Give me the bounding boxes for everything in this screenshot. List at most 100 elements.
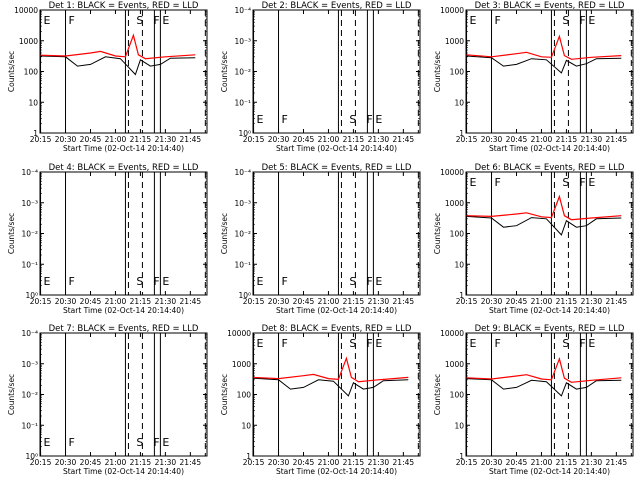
y-tick-label: 1	[246, 452, 251, 461]
y-tick-label: 10	[454, 260, 464, 269]
x-tick-label: 20:30	[481, 135, 503, 144]
panel-title: Det 1: BLACK = Events, RED = LLD	[49, 1, 199, 11]
y-axis-label: Counts/sec	[7, 51, 16, 92]
x-tick-label: 21:45	[180, 135, 202, 144]
marker-e: E	[588, 14, 595, 27]
y-axis-label: Counts/sec	[220, 213, 229, 254]
y-tick-label: 10⁻⁴	[21, 168, 38, 177]
x-tick-label: 20:30	[481, 297, 503, 306]
marker-e: E	[44, 275, 51, 288]
events-series-line	[466, 378, 622, 397]
x-tick-label: 21:00	[318, 135, 340, 144]
x-tick-label: 20:15	[30, 135, 52, 144]
marker-e: E	[44, 436, 51, 449]
marker-f: F	[69, 275, 75, 288]
x-tick-label: 21:45	[393, 458, 415, 467]
panel-title: Det 6: BLACK = Events, RED = LLD	[475, 163, 625, 173]
y-tick-label: 1	[459, 452, 464, 461]
marker-e: E	[470, 176, 477, 189]
y-tick-label: 10⁻²	[234, 230, 251, 239]
panel-3: Det 3: BLACK = Events, RED = LLD 1 10 100 10…	[433, 1, 634, 153]
x-tick-label: 20:45	[293, 458, 315, 467]
y-axis-label: Counts/sec	[7, 213, 16, 254]
y-tick-label: 10⁻⁴	[21, 329, 38, 338]
marker-f: F	[282, 337, 288, 350]
x-tick-label: 21:45	[606, 135, 628, 144]
y-tick-label: 100	[24, 68, 39, 77]
y-tick-label: 10⁻³	[234, 199, 251, 208]
x-tick-label: 21:00	[318, 297, 340, 306]
y-tick-label: 10000	[440, 329, 464, 338]
marker-s: S	[562, 176, 569, 189]
x-tick-label: 20:45	[506, 297, 528, 306]
x-tick-label: 20:15	[456, 458, 478, 467]
marker-e: E	[470, 14, 477, 27]
x-tick-label: 21:00	[531, 135, 553, 144]
x-tick-label: 20:15	[456, 297, 478, 306]
x-axis-label: Start Time (02-Oct-14 20:14:40)	[489, 144, 610, 153]
marker-s: S	[136, 436, 143, 449]
events-series-line	[466, 215, 622, 236]
x-tick-label: 21:30	[155, 458, 177, 467]
marker-e: E	[375, 275, 382, 288]
y-tick-label: 10⁻³	[234, 37, 251, 46]
x-tick-label: 21:00	[531, 297, 553, 306]
x-tick-label: 21:30	[368, 297, 390, 306]
marker-e: E	[257, 337, 264, 350]
x-tick-label: 20:45	[506, 458, 528, 467]
x-axis-label: Start Time (02-Oct-14 20:14:40)	[489, 306, 610, 315]
x-tick-label: 21:30	[581, 135, 603, 144]
x-tick-label: 20:45	[293, 297, 315, 306]
y-tick-label: 10⁻¹	[21, 421, 38, 430]
y-tick-label: 1000	[445, 199, 464, 208]
x-tick-label: 20:30	[268, 135, 290, 144]
panel-1: Det 1: BLACK = Events, RED = LLD 1 10 100 10…	[7, 1, 208, 153]
y-tick-label: 10	[454, 98, 464, 107]
y-tick-label: 10000	[440, 6, 464, 15]
y-tick-label: 1000	[445, 360, 464, 369]
y-tick-label: 10⁻³	[21, 360, 38, 369]
x-tick-label: 21:45	[606, 297, 628, 306]
marker-f: F	[366, 113, 372, 126]
panel-2: Det 2: BLACK = Events, RED = LLD 10⁰ 10⁻¹ 1…	[220, 1, 421, 153]
y-axis-label: Counts/sec	[433, 51, 442, 92]
y-axis-label: Counts/sec	[433, 213, 442, 254]
x-tick-label: 20:15	[243, 458, 265, 467]
x-tick-label: 20:30	[481, 458, 503, 467]
x-axis-label: Start Time (02-Oct-14 20:14:40)	[276, 144, 397, 153]
marker-f: F	[366, 275, 372, 288]
marker-f: F	[495, 14, 501, 27]
x-tick-label: 21:15	[343, 458, 365, 467]
y-tick-label: 10⁰	[25, 291, 38, 300]
y-tick-label: 10	[28, 98, 38, 107]
x-tick-label: 20:30	[268, 458, 290, 467]
events-series-line	[253, 377, 409, 397]
marker-s: S	[349, 275, 356, 288]
y-tick-label: 10	[454, 421, 464, 430]
y-tick-label: 100	[450, 68, 465, 77]
marker-f: F	[579, 14, 585, 27]
lld-series-line	[466, 194, 622, 221]
marker-s: S	[136, 275, 143, 288]
marker-e: E	[162, 436, 169, 449]
y-tick-label: 1	[33, 129, 38, 138]
y-tick-label: 10⁻²	[21, 391, 38, 400]
x-tick-label: 21:15	[556, 458, 578, 467]
y-tick-label: 10⁰	[238, 129, 251, 138]
marker-e: E	[375, 337, 382, 350]
panel-6: Det 6: BLACK = Events, RED = LLD 1 10 100 10…	[433, 163, 634, 315]
marker-e: E	[257, 113, 264, 126]
x-tick-label: 20:15	[30, 458, 52, 467]
marker-f: F	[153, 14, 159, 27]
y-tick-label: 10⁻¹	[234, 260, 251, 269]
x-axis-label: Start Time (02-Oct-14 20:14:40)	[63, 467, 184, 476]
panel-title: Det 9: BLACK = Events, RED = LLD	[475, 324, 625, 334]
x-tick-label: 20:15	[30, 297, 52, 306]
y-axis-label: Counts/sec	[433, 374, 442, 415]
x-tick-label: 21:00	[531, 458, 553, 467]
y-tick-label: 100	[237, 391, 252, 400]
y-tick-label: 100	[450, 230, 465, 239]
x-tick-label: 20:45	[80, 135, 102, 144]
x-axis-label: Start Time (02-Oct-14 20:14:40)	[276, 467, 397, 476]
